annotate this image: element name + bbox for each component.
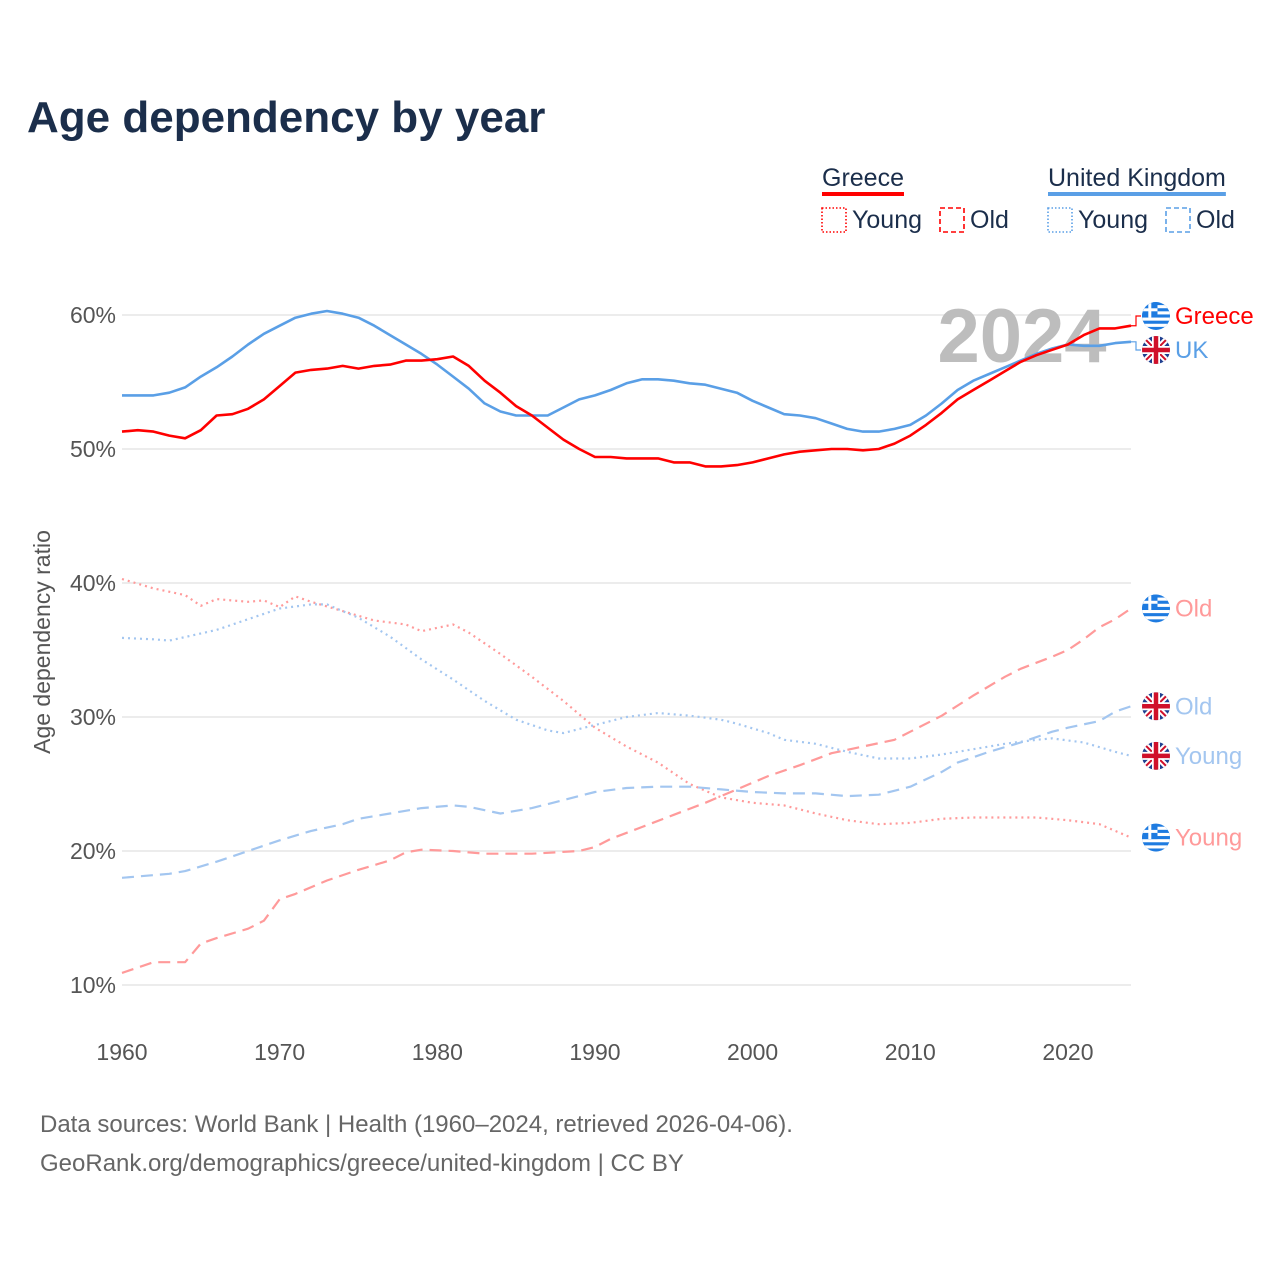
x-tick-label: 1990 — [569, 1039, 620, 1065]
series-line-greece-young — [121, 577, 1132, 839]
series-line-greece — [121, 324, 1132, 468]
end-label-text: Greece — [1175, 303, 1254, 330]
greece-flag-icon — [1142, 823, 1170, 852]
end-label-text: UK — [1175, 337, 1208, 364]
end-label-text: Old — [1175, 595, 1212, 622]
uk-flag-icon — [1142, 336, 1170, 364]
dotted-swatch-icon — [1047, 207, 1073, 233]
uk-flag-icon — [1142, 692, 1170, 721]
y-tick-label: 50% — [70, 436, 116, 462]
end-labels: Greece UK Young Old Young Old — [1131, 302, 1254, 852]
greece-flag-icon — [1142, 302, 1170, 330]
legend: Greece Young Old United Kingdom Young Old — [821, 164, 1235, 234]
x-tick-label: 2020 — [1042, 1039, 1093, 1065]
legend-group-title[interactable]: Greece — [822, 164, 904, 192]
legend-item[interactable]: Old — [1196, 206, 1235, 234]
dashed-swatch-icon — [1165, 207, 1191, 233]
dotted-swatch-icon — [821, 207, 847, 233]
dashed-swatch-icon — [939, 207, 965, 233]
legend-item[interactable]: Old — [970, 206, 1009, 234]
y-tick-label: 20% — [70, 838, 116, 864]
footer-source: Data sources: World Bank | Health (1960–… — [40, 1111, 793, 1138]
legend-item[interactable]: Young — [852, 206, 922, 234]
y-tick-label: 30% — [70, 704, 116, 730]
series-line-greece-old — [121, 607, 1132, 974]
chart-title: Age dependency by year — [27, 93, 545, 142]
end-label-uk-young: Young — [1142, 741, 1242, 770]
end-label-greece-young: Young — [1142, 823, 1242, 852]
legend-group-title[interactable]: United Kingdom — [1048, 164, 1226, 192]
series-line-united-kingdom — [122, 309, 1132, 433]
y-tick-label: 40% — [70, 570, 116, 596]
greece-flag-icon — [1142, 594, 1170, 623]
y-tick-label: 10% — [70, 972, 116, 998]
end-label-text: Young — [1175, 743, 1242, 770]
footer-link[interactable]: GeoRank.org/demographics/greece/united-k… — [40, 1150, 684, 1177]
x-tick-label: 2000 — [727, 1039, 778, 1065]
end-label-text: Young — [1175, 825, 1242, 852]
year-watermark: 2024 — [937, 294, 1106, 379]
grid: 10% 20% 30% 40% 50% 60% 1960 1970 1980 1990 2000 20… — [70, 302, 1131, 1065]
series-line-uk-young — [121, 603, 1132, 760]
series-line-uk-old — [121, 705, 1132, 879]
end-label-greece-old: Old — [1142, 594, 1212, 623]
end-label-uk-old: Old — [1142, 692, 1212, 721]
x-tick-label: 2010 — [885, 1039, 936, 1065]
legend-item[interactable]: Young — [1078, 206, 1148, 234]
uk-flag-icon — [1142, 741, 1170, 770]
x-tick-label: 1970 — [254, 1039, 305, 1065]
x-tick-label: 1960 — [96, 1039, 147, 1065]
end-label-text: Old — [1175, 693, 1212, 720]
y-tick-label: 60% — [70, 302, 116, 328]
end-label-united-kingdom: UK — [1131, 336, 1208, 364]
y-axis-label: Age dependency ratio — [29, 530, 55, 754]
series-lines — [121, 309, 1132, 974]
x-tick-label: 1980 — [412, 1039, 463, 1065]
end-label-greece: Greece — [1131, 302, 1254, 330]
